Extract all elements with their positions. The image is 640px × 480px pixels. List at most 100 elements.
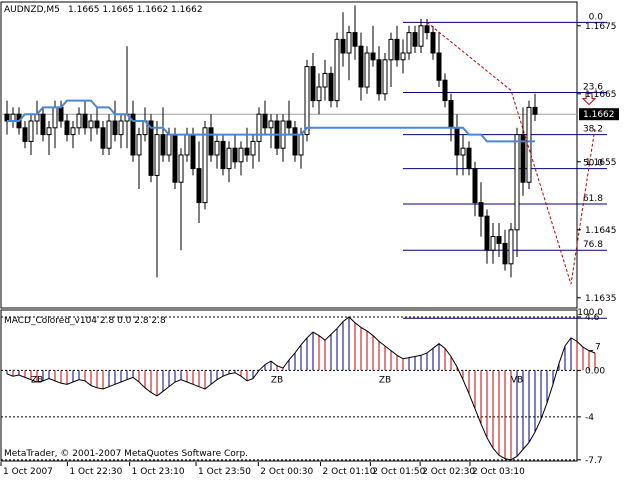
candle-body-bull (322, 72, 328, 88)
candle[interactable] (136, 127, 142, 189)
ohlc-label: 1.1665 1.1665 1.1662 1.1662 (68, 5, 203, 15)
candle-body-bear (376, 59, 382, 95)
candle[interactable] (88, 114, 94, 142)
candle[interactable] (340, 12, 346, 67)
candle-body-bull (526, 106, 532, 183)
candle[interactable] (418, 19, 424, 53)
candle[interactable] (196, 141, 202, 223)
candle[interactable] (394, 25, 400, 67)
macd-annotation: ZB (31, 375, 43, 385)
candle[interactable] (262, 100, 268, 135)
candle[interactable] (334, 32, 340, 108)
candle[interactable] (226, 141, 232, 183)
candle-body-bull (70, 127, 76, 136)
candle[interactable] (502, 229, 508, 271)
candle-body-bull (76, 113, 82, 129)
candle[interactable] (532, 93, 538, 121)
candle[interactable] (244, 127, 250, 162)
candle-body-bear (244, 147, 250, 156)
candle[interactable] (430, 25, 436, 60)
candle[interactable] (490, 223, 496, 264)
candle[interactable] (154, 121, 160, 278)
candle[interactable] (202, 121, 208, 210)
candle[interactable] (496, 223, 502, 257)
candle[interactable] (370, 25, 376, 67)
candle[interactable] (472, 161, 478, 217)
candle[interactable] (484, 209, 490, 264)
candle-body-bull (184, 134, 190, 156)
candle[interactable] (520, 107, 526, 196)
candle[interactable] (310, 53, 316, 108)
candle[interactable] (220, 134, 226, 176)
candle[interactable] (22, 121, 28, 149)
candle[interactable] (106, 114, 112, 155)
candle[interactable] (268, 114, 274, 149)
candle[interactable] (76, 107, 82, 135)
bid-price-label: 1.1662 (583, 110, 615, 120)
candle[interactable] (64, 114, 70, 142)
candle[interactable] (358, 32, 364, 101)
candle-body-bear (412, 32, 418, 47)
candle[interactable] (250, 134, 256, 169)
candle[interactable] (82, 100, 88, 135)
candle[interactable] (40, 107, 46, 142)
candle[interactable] (508, 223, 514, 278)
candle[interactable] (292, 121, 298, 162)
price-tick-label: 1.1645 (585, 226, 617, 236)
candle[interactable] (388, 32, 394, 87)
candle-body-bear (466, 147, 472, 170)
candle-body-bear (208, 127, 214, 156)
candle-body-bull (298, 134, 304, 156)
candle[interactable] (208, 114, 214, 162)
candle[interactable] (466, 141, 472, 176)
candle[interactable] (286, 100, 292, 135)
macd-pane[interactable]: ZB ZB ZB VB 7 (1, 316, 601, 461)
candle[interactable] (442, 73, 448, 108)
time-tick-label: 2 Oct 01:50 (372, 467, 425, 477)
candle[interactable] (316, 73, 322, 115)
price-pane[interactable]: 0.0 23.6 38.2 50.0 61.8 76.8 100.0 (1, 5, 607, 319)
candle[interactable] (94, 107, 100, 135)
candle[interactable] (382, 53, 388, 101)
candle[interactable] (232, 134, 238, 169)
candle[interactable] (400, 39, 406, 74)
candle[interactable] (322, 59, 328, 101)
candle[interactable] (118, 114, 124, 149)
candle[interactable] (148, 114, 154, 183)
candle[interactable] (28, 114, 34, 155)
candle-body-bear (436, 52, 442, 81)
zigzag-line (426, 22, 596, 285)
candle[interactable] (514, 127, 520, 257)
candle[interactable] (376, 46, 382, 101)
candle[interactable] (406, 25, 412, 60)
candle[interactable] (178, 148, 184, 251)
moving-average-line (7, 99, 535, 143)
candle[interactable] (328, 66, 334, 108)
candle[interactable] (214, 134, 220, 169)
copyright-label: MetaTrader, © 2001-2007 MetaQuotes Softw… (4, 449, 248, 459)
candle[interactable] (478, 182, 484, 237)
candle[interactable] (172, 127, 178, 189)
candle-body-bull (238, 147, 244, 163)
candle[interactable] (352, 5, 358, 60)
candle[interactable] (346, 25, 352, 81)
candle[interactable] (112, 100, 118, 142)
candle-body-bear (502, 242, 508, 265)
candle-body-bull (346, 32, 352, 54)
macd-frame (0, 309, 578, 462)
candle[interactable] (160, 107, 166, 162)
candle[interactable] (100, 121, 106, 155)
candle[interactable] (526, 100, 532, 189)
candle-body-bear (40, 113, 46, 136)
candle[interactable] (130, 100, 136, 162)
candle[interactable] (70, 121, 76, 149)
candle[interactable] (460, 134, 466, 176)
candle[interactable] (436, 32, 442, 87)
candle[interactable] (412, 25, 418, 53)
candle-body-bull (214, 140, 220, 156)
candle[interactable] (46, 121, 52, 155)
candle[interactable] (238, 141, 244, 176)
fib-level-label: 76.8 (583, 240, 603, 250)
candle[interactable] (364, 46, 370, 94)
